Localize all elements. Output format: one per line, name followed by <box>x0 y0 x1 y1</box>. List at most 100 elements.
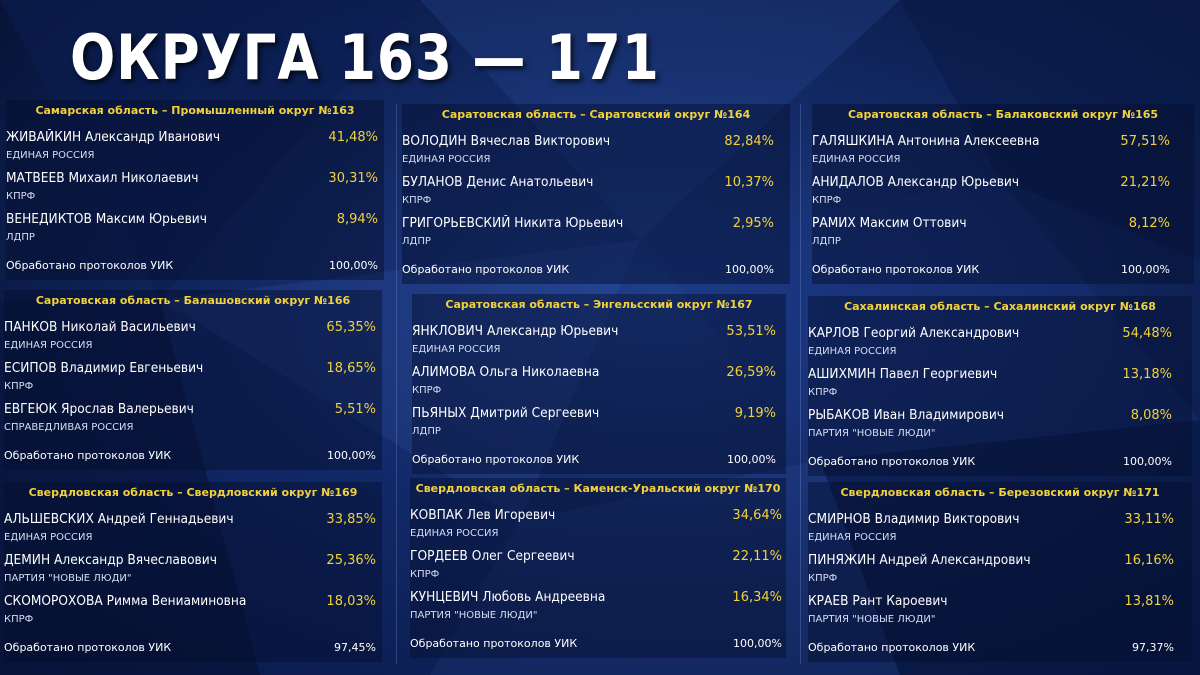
candidate-percent: 8,12% <box>1128 216 1170 231</box>
candidate-row: ГАЛЯШКИНА Антонина Алексеевна 57,51% <box>812 134 1194 150</box>
candidate-percent: 26,59% <box>726 365 776 380</box>
processed-label: Обработано протоколов УИК <box>808 641 976 654</box>
candidate-party: КПРФ <box>410 569 440 580</box>
candidate-name: ДЕМИН Александр Вячеславович <box>4 553 217 568</box>
district-title: Свердловская область – Каменск-Уральский… <box>415 482 781 495</box>
district-title: Сахалинская область – Сахалинский округ … <box>844 300 1156 313</box>
column-separator <box>800 104 801 664</box>
candidate-percent: 57,51% <box>1120 134 1170 149</box>
candidate-row: ЖИВАЙКИН Александр Иванович 41,48% <box>6 130 384 146</box>
district-panel: Саратовская область – Саратовский округ … <box>402 104 790 284</box>
processed-value: 100,00% <box>1121 263 1170 276</box>
candidate-party: ПАРТИЯ "НОВЫЕ ЛЮДИ" <box>808 428 936 439</box>
candidate-row: ГРИГОРЬЕВСКИЙ Никита Юрьевич 2,95% <box>402 216 790 232</box>
candidate-percent: 65,35% <box>326 320 376 335</box>
candidate-name: АШИХМИН Павел Георгиевич <box>808 367 998 382</box>
candidate-name: ГАЛЯШКИНА Антонина Алексеевна <box>812 134 1040 149</box>
candidate-name: СКОМОРОХОВА Римма Вениаминовна <box>4 594 247 609</box>
district-panel: Свердловская область – Свердловский окру… <box>4 482 382 662</box>
candidate-name: БУЛАНОВ Денис Анатольевич <box>402 175 594 190</box>
candidate-percent: 41,48% <box>328 130 378 145</box>
candidate-party: ЕДИНАЯ РОССИЯ <box>6 150 95 161</box>
candidate-party: ЛДПР <box>6 232 35 243</box>
candidate-percent: 10,37% <box>724 175 774 190</box>
candidate-name: АНИДАЛОВ Александр Юрьевич <box>812 175 1020 190</box>
district-panel: Сахалинская область – Сахалинский округ … <box>808 296 1192 476</box>
processed-value: 100,00% <box>727 453 776 466</box>
candidate-percent: 25,36% <box>326 553 376 568</box>
candidate-row: АЛИМОВА Ольга Николаевна 26,59% <box>412 365 786 381</box>
candidate-party: ЕДИНАЯ РОССИЯ <box>812 154 901 165</box>
candidate-name: ЖИВАЙКИН Александр Иванович <box>6 130 221 145</box>
candidate-percent: 34,64% <box>732 508 782 523</box>
candidate-party: КПРФ <box>808 387 838 398</box>
candidate-name: АЛИМОВА Ольга Николаевна <box>412 365 600 380</box>
processed-label: Обработано протоколов УИК <box>808 455 976 468</box>
candidate-party: ЕДИНАЯ РОССИЯ <box>402 154 491 165</box>
candidate-percent: 16,16% <box>1124 553 1174 568</box>
candidate-row: ВЕНЕДИКТОВ Максим Юрьевич 8,94% <box>6 212 384 228</box>
candidate-row: АНИДАЛОВ Александр Юрьевич 21,21% <box>812 175 1194 191</box>
candidate-percent: 54,48% <box>1122 326 1172 341</box>
district-title: Свердловская область – Березовский округ… <box>840 486 1160 499</box>
candidate-name: КОВПАК Лев Игоревич <box>410 508 556 523</box>
processed-label: Обработано протоколов УИК <box>6 259 174 272</box>
district-title: Саратовская область – Балашовский округ … <box>35 294 351 307</box>
candidate-percent: 33,85% <box>326 512 376 527</box>
candidate-percent: 8,94% <box>336 212 378 227</box>
candidate-party: СПРАВЕДЛИВАЯ РОССИЯ <box>4 422 134 433</box>
candidate-percent: 33,11% <box>1124 512 1174 527</box>
candidate-percent: 5,51% <box>334 402 376 417</box>
processed-value: 100,00% <box>327 449 376 462</box>
candidate-name: ЕВГЕЮК Ярослав Валерьевич <box>4 402 194 417</box>
candidate-name: ВЕНЕДИКТОВ Максим Юрьевич <box>6 212 207 227</box>
candidate-row: ВОЛОДИН Вячеслав Викторович 82,84% <box>402 134 790 150</box>
candidate-row: ГОРДЕЕВ Олег Сергеевич 22,11% <box>410 549 786 565</box>
candidate-party: ЕДИНАЯ РОССИЯ <box>4 532 93 543</box>
candidate-row: ЕВГЕЮК Ярослав Валерьевич 5,51% <box>4 402 382 418</box>
candidate-party: ПАРТИЯ "НОВЫЕ ЛЮДИ" <box>410 610 538 621</box>
candidate-row: ПАНКОВ Николай Васильевич 65,35% <box>4 320 382 336</box>
candidate-percent: 8,08% <box>1130 408 1172 423</box>
candidate-row: ЕСИПОВ Владимир Евгеньевич 18,65% <box>4 361 382 377</box>
processed-label: Обработано протоколов УИК <box>402 263 570 276</box>
candidate-row: КАРЛОВ Георгий Александрович 54,48% <box>808 326 1192 342</box>
candidate-name: ГОРДЕЕВ Олег Сергеевич <box>410 549 575 564</box>
candidate-party: КПРФ <box>402 195 432 206</box>
processed-label: Обработано протоколов УИК <box>812 263 980 276</box>
processed-label: Обработано протоколов УИК <box>412 453 580 466</box>
candidate-row: АШИХМИН Павел Георгиевич 13,18% <box>808 367 1192 383</box>
district-title: Самарская область – Промышленный округ №… <box>35 104 355 117</box>
processed-value: 100,00% <box>1123 455 1172 468</box>
candidate-percent: 9,19% <box>734 406 776 421</box>
candidate-name: КАРЛОВ Георгий Александрович <box>808 326 1020 341</box>
district-title: Саратовская область – Балаковский округ … <box>847 108 1159 121</box>
processed-value: 100,00% <box>725 263 774 276</box>
candidate-name: ПЬЯНЫХ Дмитрий Сергеевич <box>412 406 600 421</box>
candidate-percent: 21,21% <box>1120 175 1170 190</box>
processed-label: Обработано протоколов УИК <box>4 449 172 462</box>
candidate-name: СМИРНОВ Владимир Викторович <box>808 512 1020 527</box>
candidate-row: МАТВЕЕВ Михаил Николаевич 30,31% <box>6 171 384 187</box>
district-panel: Свердловская область – Каменск-Уральский… <box>410 478 786 658</box>
candidate-name: ПАНКОВ Николай Васильевич <box>4 320 196 335</box>
candidate-party: КПРФ <box>4 614 34 625</box>
candidate-percent: 2,95% <box>732 216 774 231</box>
candidate-name: МАТВЕЕВ Михаил Николаевич <box>6 171 199 186</box>
candidate-party: КПРФ <box>412 385 442 396</box>
candidate-name: ЯНКЛОВИЧ Александр Юрьевич <box>412 324 619 339</box>
candidate-party: ЕДИНАЯ РОССИЯ <box>4 340 93 351</box>
candidate-row: АЛЬШЕВСКИХ Андрей Геннадьевич 33,85% <box>4 512 382 528</box>
candidate-percent: 53,51% <box>726 324 776 339</box>
candidate-name: АЛЬШЕВСКИХ Андрей Геннадьевич <box>4 512 234 527</box>
candidate-party: ПАРТИЯ "НОВЫЕ ЛЮДИ" <box>808 614 936 625</box>
district-title: Саратовская область – Энгельсский округ … <box>445 298 753 311</box>
candidate-row: РЫБАКОВ Иван Владимирович 8,08% <box>808 408 1192 424</box>
processed-value: 97,37% <box>1132 641 1174 654</box>
candidate-row: КУНЦЕВИЧ Любовь Андреевна 16,34% <box>410 590 786 606</box>
candidate-percent: 22,11% <box>732 549 782 564</box>
district-panel: Свердловская область – Березовский округ… <box>808 482 1192 662</box>
candidate-row: ЯНКЛОВИЧ Александр Юрьевич 53,51% <box>412 324 786 340</box>
district-title: Саратовская область – Саратовский округ … <box>441 108 751 121</box>
